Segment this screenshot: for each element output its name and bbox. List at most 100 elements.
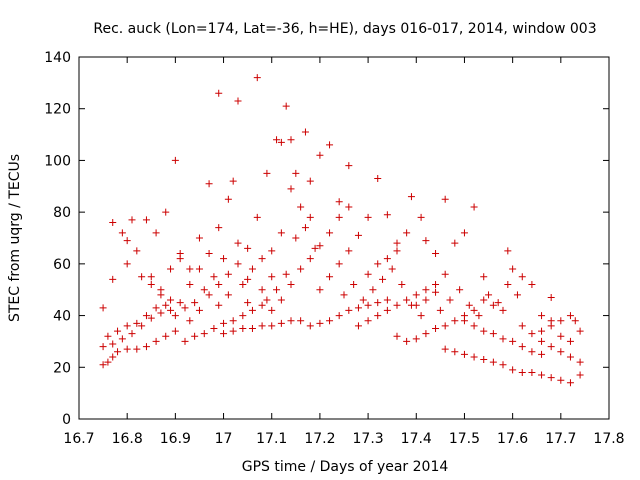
- data-point: [528, 368, 536, 376]
- data-point: [195, 234, 203, 242]
- data-point: [109, 275, 117, 283]
- data-point: [446, 296, 454, 304]
- data-point: [123, 322, 131, 330]
- data-point: [538, 371, 546, 379]
- data-point: [268, 306, 276, 314]
- data-point: [335, 213, 343, 221]
- data-point: [133, 247, 141, 255]
- data-point: [547, 374, 555, 382]
- data-point: [147, 273, 155, 281]
- data-point: [417, 312, 425, 320]
- data-point: [118, 229, 126, 237]
- data-point: [181, 304, 189, 312]
- data-point: [441, 345, 449, 353]
- data-point: [422, 296, 430, 304]
- data-point: [273, 286, 281, 294]
- data-point: [326, 317, 334, 325]
- data-point: [489, 330, 497, 338]
- data-points: [99, 74, 584, 387]
- data-point: [557, 332, 565, 340]
- data-point: [104, 358, 112, 366]
- data-point: [432, 325, 440, 332]
- data-point: [157, 286, 165, 294]
- data-point: [326, 141, 334, 149]
- y-tick-label: 40: [53, 309, 71, 325]
- data-point: [383, 255, 391, 263]
- data-point: [364, 317, 372, 325]
- x-tick-label: 16.8: [112, 431, 143, 447]
- data-point: [417, 213, 425, 221]
- data-point: [465, 301, 473, 309]
- data-point: [138, 322, 146, 330]
- data-point: [301, 128, 309, 136]
- data-point: [422, 237, 430, 245]
- data-point: [277, 138, 285, 146]
- data-point: [186, 265, 194, 273]
- data-point: [162, 301, 170, 309]
- data-point: [268, 273, 276, 281]
- data-point: [263, 169, 271, 177]
- data-point: [566, 379, 574, 387]
- data-point: [268, 322, 276, 330]
- data-point: [142, 312, 150, 320]
- data-point: [576, 371, 584, 379]
- data-point: [460, 317, 468, 325]
- x-tick-label: 17.3: [353, 431, 384, 447]
- data-point: [364, 270, 372, 278]
- data-point: [311, 244, 319, 252]
- data-point: [538, 350, 546, 358]
- data-point: [335, 312, 343, 320]
- data-point: [460, 350, 468, 358]
- data-point: [239, 325, 247, 332]
- data-point: [374, 312, 382, 320]
- data-point: [229, 327, 237, 335]
- plot-frame: [78, 56, 610, 420]
- data-point: [99, 304, 107, 312]
- data-point: [99, 343, 107, 351]
- data-point: [513, 291, 521, 299]
- data-point: [114, 348, 122, 356]
- data-point: [504, 281, 512, 289]
- data-point: [538, 312, 546, 320]
- data-point: [518, 368, 526, 376]
- data-point: [123, 260, 131, 268]
- data-point: [557, 348, 565, 356]
- data-point: [277, 319, 285, 327]
- data-point: [407, 193, 415, 201]
- data-point: [220, 330, 228, 338]
- data-point: [528, 281, 536, 289]
- data-point: [364, 301, 372, 309]
- data-point: [422, 330, 430, 338]
- x-tick-label: 17.1: [256, 431, 287, 447]
- x-axis: 16.7 16.8 16.9 17 17.1 17.2 17.3 17.4 17.5 17.6 17…: [63, 57, 625, 447]
- data-point: [253, 74, 261, 82]
- data-point: [282, 270, 290, 278]
- data-point: [205, 250, 213, 258]
- data-point: [220, 255, 228, 263]
- data-point: [234, 97, 242, 105]
- data-point: [354, 322, 362, 330]
- data-point: [316, 286, 324, 294]
- y-tick-label: 20: [53, 360, 71, 376]
- data-point: [244, 275, 252, 283]
- data-point: [470, 322, 478, 330]
- data-point: [152, 337, 160, 345]
- data-point: [258, 322, 266, 330]
- data-point: [422, 286, 430, 294]
- data-point: [335, 260, 343, 268]
- data-point: [557, 317, 565, 325]
- data-point: [118, 335, 126, 343]
- data-point: [128, 216, 136, 224]
- data-point: [253, 213, 261, 221]
- y-tick-label: 140: [44, 50, 71, 66]
- data-point: [306, 213, 314, 221]
- data-point: [200, 286, 208, 294]
- data-point: [432, 250, 440, 258]
- data-point: [133, 319, 141, 327]
- data-point: [509, 366, 517, 374]
- data-point: [123, 345, 131, 353]
- data-point: [388, 265, 396, 273]
- data-point: [292, 169, 300, 177]
- data-point: [364, 213, 372, 221]
- data-point: [205, 291, 213, 299]
